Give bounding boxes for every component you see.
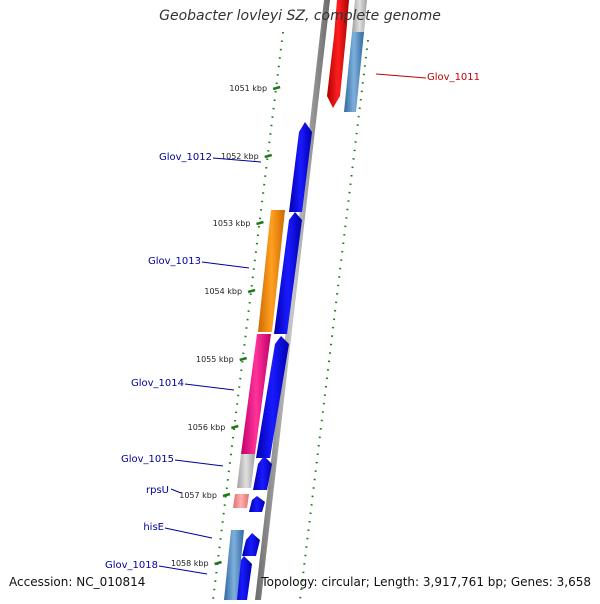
tick-1058: 1058 kbp [171,559,222,568]
tick-1055: 1055 kbp [196,355,248,364]
svg-text:Glov_1011: Glov_1011 [427,72,480,83]
feature-pink-1014[interactable] [241,334,271,454]
tick-1051: 1051 kbp [229,84,281,93]
gene-label-glov-1018[interactable]: Glov_1018 [105,560,208,575]
tick-1052: 1052 kbp [221,152,273,161]
gene-label-glov-1012[interactable]: Glov_1012 [159,152,262,163]
svg-text:rpsU: rpsU [146,485,169,496]
svg-text:Glov_1013: Glov_1013 [148,256,201,267]
feature-salmon-rpsu[interactable] [233,494,249,508]
cds-glov-1013[interactable] [274,212,302,334]
svg-text:1051 kbp: 1051 kbp [229,84,267,93]
tick-layer: 1051 kbp 1052 kbp 1053 kbp 1054 kbp 1055 kbp… [171,84,281,568]
cds-glov-1015[interactable] [253,456,272,490]
svg-text:1057 kbp: 1057 kbp [179,491,217,500]
feature-steel-1011[interactable] [344,32,364,112]
tick-1054: 1054 kbp [204,287,256,296]
feature-grey-1015[interactable] [237,454,255,488]
map-title: Geobacter lovleyi SZ, complete genome [159,8,441,24]
cds-hise[interactable] [242,533,260,556]
genome-backbone [255,0,330,600]
cds-glov-1011[interactable] [327,0,349,108]
gene-label-glov-1015[interactable]: Glov_1015 [121,454,224,467]
gene-label-hise[interactable]: hisE [143,522,213,539]
cds-glov-1012[interactable] [289,122,312,212]
genome-summary-text: Topology: circular; Length: 3,917,761 bp… [261,575,591,589]
svg-text:1054 kbp: 1054 kbp [204,287,242,296]
svg-text:Glov_1018: Glov_1018 [105,560,158,571]
svg-text:1058 kbp: 1058 kbp [171,559,209,568]
gene-label-glov-1011[interactable]: Glov_1011 [375,72,480,83]
svg-text:Glov_1015: Glov_1015 [121,454,174,465]
feature-grey-1011[interactable] [352,0,367,32]
gene-label-glov-1013[interactable]: Glov_1013 [148,256,250,269]
svg-text:1055 kbp: 1055 kbp [196,355,234,364]
feature-orange-1013[interactable] [258,210,285,332]
svg-text:1053 kbp: 1053 kbp [213,219,251,228]
feature-steel-hise[interactable] [224,530,244,600]
gene-label-rpsu[interactable]: rpsU [146,485,182,496]
accession-text: Accession: NC_010814 [9,575,146,589]
tick-1056: 1056 kbp [188,423,239,432]
svg-text:hisE: hisE [143,522,164,533]
right-dotted-track [299,39,369,601]
svg-text:Glov_1014: Glov_1014 [131,378,184,389]
gene-label-glov-1014[interactable]: Glov_1014 [131,378,235,391]
gene-label-layer: Glov_1011 Glov_1012 Glov_1013 Glov_1014 Glov… [105,72,480,575]
tick-1057: 1057 kbp [179,491,231,500]
tick-1053: 1053 kbp [213,219,264,228]
left-dotted-track [212,31,284,601]
svg-text:Glov_1012: Glov_1012 [159,152,212,163]
svg-text:1056 kbp: 1056 kbp [188,423,226,432]
cds-rpsu[interactable] [249,496,265,512]
svg-text:1052 kbp: 1052 kbp [221,152,259,161]
cds-glov-1014[interactable] [256,336,289,458]
